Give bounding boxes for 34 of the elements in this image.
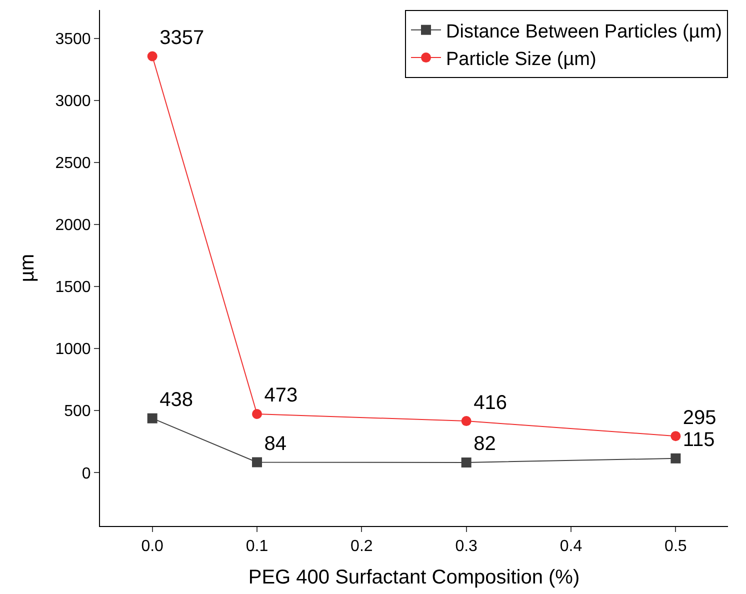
x-tick-label: 0.3 <box>455 538 478 556</box>
x-tick-label: 0.1 <box>246 538 268 556</box>
x-tick-label: 0.5 <box>664 538 687 556</box>
point <box>147 413 158 424</box>
y-axis-title: µm <box>16 254 39 282</box>
point <box>670 431 681 442</box>
point <box>670 453 681 464</box>
x-tick-label: 0.2 <box>350 538 373 556</box>
y-tick-label: 1000 <box>55 341 91 358</box>
data-label: 115 <box>682 429 715 452</box>
data-label: 416 <box>474 392 507 414</box>
data-label: 82 <box>474 433 496 456</box>
y-tick-label: 3000 <box>55 93 91 110</box>
y-tick-label: 0 <box>82 465 91 482</box>
y-tick-label: 2000 <box>55 217 91 234</box>
point <box>461 416 472 426</box>
x-axis-title: PEG 400 Surfactant Composition (%) <box>248 566 580 589</box>
x-tick-label: 0.4 <box>560 538 582 556</box>
y-tick-label: 500 <box>64 403 91 420</box>
point <box>147 51 158 62</box>
data-label: 438 <box>160 389 193 412</box>
data-label: 295 <box>682 406 716 429</box>
data-label: 3357 <box>160 27 204 50</box>
data-label: 473 <box>264 384 298 407</box>
y-tick-label: 2500 <box>55 155 91 172</box>
point <box>252 408 262 419</box>
data-label: 84 <box>264 432 286 455</box>
x-tick-label: 0.0 <box>141 538 164 556</box>
legend-label: Particle Size (µm) <box>446 48 596 70</box>
point <box>252 457 262 468</box>
legend-label: Distance Between Particles (µm) <box>446 21 722 42</box>
point <box>461 457 472 468</box>
y-tick-label: 3500 <box>55 31 91 48</box>
y-tick-label: 1500 <box>55 279 91 296</box>
